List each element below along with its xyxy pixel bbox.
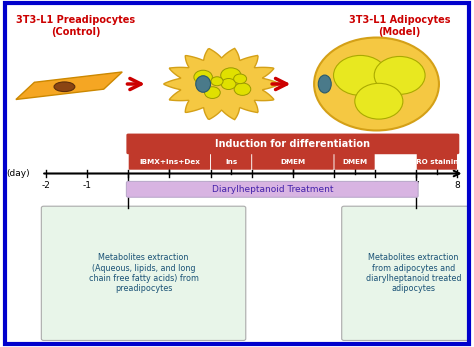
FancyBboxPatch shape: [127, 181, 418, 197]
Circle shape: [221, 68, 241, 83]
Ellipse shape: [318, 75, 331, 93]
Circle shape: [334, 56, 387, 95]
Text: 3: 3: [249, 181, 255, 190]
Text: Induction for differentiation: Induction for differentiation: [215, 139, 370, 149]
Circle shape: [194, 70, 212, 84]
Polygon shape: [16, 72, 122, 100]
Text: 3T3-L1 Adipocytes
(Model): 3T3-L1 Adipocytes (Model): [349, 15, 450, 37]
Circle shape: [374, 57, 425, 94]
Text: 6: 6: [372, 181, 378, 190]
FancyBboxPatch shape: [129, 153, 210, 170]
Text: -2: -2: [42, 181, 50, 190]
Circle shape: [221, 78, 236, 90]
Text: 5: 5: [331, 181, 337, 190]
Text: ORO staining: ORO staining: [410, 159, 464, 164]
Text: 4: 4: [290, 181, 296, 190]
Ellipse shape: [54, 82, 75, 92]
Circle shape: [211, 77, 223, 86]
Text: 1: 1: [166, 181, 172, 190]
FancyBboxPatch shape: [342, 206, 474, 340]
Text: 2: 2: [208, 181, 213, 190]
Text: DMEM: DMEM: [342, 159, 367, 164]
Text: Metabolites extraction
(Aqueous, lipids, and long
chain free fatty acids) from
p: Metabolites extraction (Aqueous, lipids,…: [89, 253, 199, 294]
FancyBboxPatch shape: [211, 153, 251, 170]
FancyBboxPatch shape: [417, 153, 457, 170]
Text: 7: 7: [413, 181, 419, 190]
Text: 3T3-L1 Preadipocytes
(Control): 3T3-L1 Preadipocytes (Control): [17, 15, 136, 37]
Text: -1: -1: [82, 181, 91, 190]
Text: DMEM: DMEM: [280, 159, 305, 164]
Text: 8: 8: [455, 181, 460, 190]
Text: Ins: Ins: [225, 159, 237, 164]
Circle shape: [205, 87, 220, 99]
Polygon shape: [164, 48, 280, 120]
Text: Metabolites extraction
from adipocytes and
diarylheptanoid treated
adipocytes: Metabolites extraction from adipocytes a…: [366, 253, 461, 294]
FancyBboxPatch shape: [252, 153, 334, 170]
Circle shape: [314, 37, 439, 130]
Text: Diarylheptanoid Treatment: Diarylheptanoid Treatment: [211, 185, 333, 194]
Text: 0: 0: [125, 181, 131, 190]
FancyBboxPatch shape: [41, 206, 246, 340]
Ellipse shape: [196, 76, 210, 92]
Circle shape: [234, 83, 251, 95]
Circle shape: [234, 74, 246, 84]
FancyBboxPatch shape: [127, 134, 459, 154]
Circle shape: [355, 83, 403, 119]
Text: (day): (day): [6, 169, 30, 178]
FancyBboxPatch shape: [335, 153, 374, 170]
Text: IBMX+Ins+Dex: IBMX+Ins+Dex: [139, 159, 200, 164]
